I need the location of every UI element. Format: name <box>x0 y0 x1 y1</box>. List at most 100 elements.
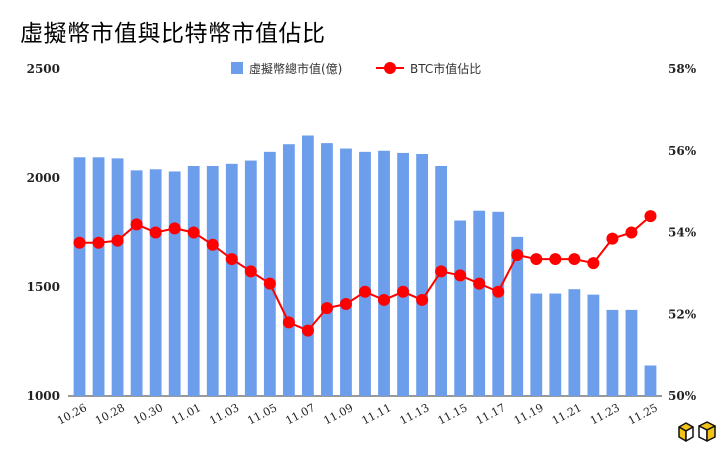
x-tick-label: 11.21 <box>550 401 584 427</box>
x-tick-label: 11.17 <box>474 401 508 427</box>
line-point <box>473 277 486 290</box>
bar <box>530 293 543 396</box>
bar <box>321 143 333 396</box>
legend-bar-label: 虛擬幣總市值(億) <box>249 61 342 76</box>
x-tick-label: 11.15 <box>436 401 470 427</box>
x-axis: 10.26 10.28 10.30 11.01 11.03 11.05 11.07 11.09… <box>55 401 660 427</box>
chart-title: 虛擬幣市值與比特幣市值佔比 <box>20 21 326 47</box>
bar <box>473 210 486 396</box>
y-right-tick-label: 58% <box>668 62 697 76</box>
line-series <box>73 210 657 337</box>
cube-logo-icon <box>678 421 716 442</box>
line-point <box>587 257 600 270</box>
x-tick-label: 11.25 <box>626 401 660 427</box>
y-left-axis: 1000 1500 2000 2500 <box>27 62 60 403</box>
line-point <box>111 234 124 247</box>
line-point <box>511 248 524 261</box>
x-tick-label: 11.23 <box>588 401 622 427</box>
y-left-tick-label: 1500 <box>27 280 60 294</box>
bar <box>282 144 295 396</box>
legend-line-label: BTC市值佔比 <box>410 61 481 76</box>
x-tick-label: 11.19 <box>512 401 546 427</box>
bar <box>492 211 505 396</box>
bar <box>73 157 86 396</box>
bar <box>416 154 428 396</box>
bar <box>511 236 524 396</box>
legend-line-swatch-marker <box>384 62 396 74</box>
y-right-tick-label: 56% <box>668 144 697 158</box>
bar <box>359 151 371 396</box>
line-point <box>225 253 238 266</box>
y-right-tick-label: 54% <box>668 226 697 240</box>
y-left-tick-label: 1000 <box>27 389 60 403</box>
x-tick-label: 11.07 <box>283 401 317 427</box>
line-point <box>206 238 219 251</box>
bar <box>625 309 638 396</box>
line-point <box>92 236 105 249</box>
y-right-tick-label: 52% <box>668 307 697 321</box>
line-point <box>168 222 181 235</box>
line-point <box>301 324 314 337</box>
legend-bar-swatch <box>231 62 243 74</box>
bar <box>568 289 581 396</box>
bar <box>549 293 562 396</box>
line-point <box>454 269 467 282</box>
line-point <box>339 298 352 311</box>
bar <box>187 166 200 396</box>
bar <box>606 309 619 396</box>
x-tick-label: 10.30 <box>131 401 165 427</box>
line-point <box>359 285 371 298</box>
line-point <box>263 277 276 290</box>
x-tick-label: 11.01 <box>169 401 203 427</box>
bar-series <box>73 135 657 397</box>
bar <box>92 157 105 396</box>
line-point <box>244 265 257 278</box>
bar <box>454 220 467 396</box>
line-point <box>435 265 448 278</box>
line-point <box>130 218 143 231</box>
y-right-axis: 50% 52% 54% 56% 58% <box>668 62 697 403</box>
bar <box>435 166 448 396</box>
bar <box>111 158 124 396</box>
line-point <box>73 236 86 249</box>
bar <box>130 170 143 396</box>
x-tick-label: 10.26 <box>55 401 89 427</box>
line-point <box>282 316 295 329</box>
line-point <box>378 293 391 306</box>
bar <box>206 166 219 396</box>
x-tick-label: 11.13 <box>398 401 432 427</box>
x-tick-label: 11.03 <box>207 401 241 427</box>
line-point <box>606 232 619 245</box>
x-tick-label: 11.05 <box>245 401 279 427</box>
bar <box>397 152 409 396</box>
bar <box>149 169 162 396</box>
bar <box>340 148 352 396</box>
bar <box>587 294 600 396</box>
legend: 虛擬幣總市值(億) BTC市值佔比 <box>231 61 481 76</box>
line-point <box>320 302 333 315</box>
x-tick-label: 11.11 <box>360 401 394 427</box>
line-point <box>492 285 505 298</box>
line-point <box>625 226 638 239</box>
bar <box>244 160 257 396</box>
bar <box>168 171 181 396</box>
line-point <box>568 253 581 266</box>
bar <box>378 150 390 396</box>
x-tick-label: 10.28 <box>93 401 127 427</box>
line-point <box>644 210 657 223</box>
line-point <box>416 293 429 306</box>
bar <box>644 365 657 396</box>
line-point <box>530 253 543 266</box>
y-left-tick-label: 2500 <box>27 62 60 76</box>
bar <box>263 151 276 396</box>
line-point <box>397 285 410 298</box>
bar <box>225 163 238 396</box>
line-point <box>149 226 162 239</box>
y-right-tick-label: 50% <box>668 389 697 403</box>
line-point <box>187 226 200 239</box>
x-tick-label: 11.09 <box>321 401 355 427</box>
line-point <box>549 253 562 266</box>
bar <box>302 135 314 397</box>
y-left-tick-label: 2000 <box>27 171 60 185</box>
